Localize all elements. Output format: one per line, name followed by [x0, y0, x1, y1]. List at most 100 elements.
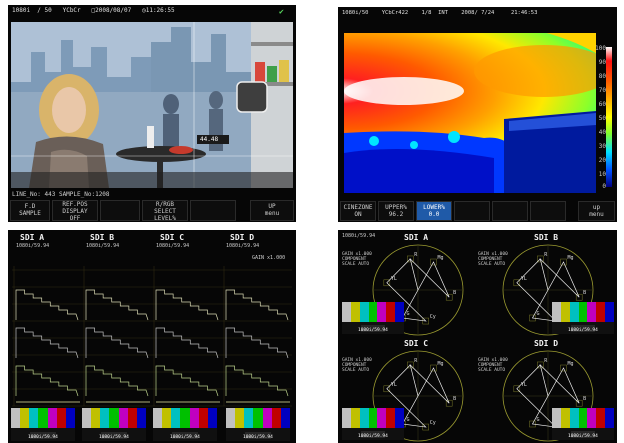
- vector-target-label: Mg: [568, 255, 574, 261]
- bar-caption-c: 1080i/59.94: [170, 435, 200, 440]
- scale-label: 30: [598, 143, 606, 150]
- vec-bar-thumb-d: [552, 408, 615, 440]
- vector-target-label: G: [536, 417, 539, 423]
- p2-status-bar: 1080i/50 YCbCr422 1/8 INT 2008/ 7/24 21:…: [342, 10, 537, 17]
- p2-page: 1/8: [421, 10, 432, 16]
- vector-target-label: Mg: [438, 361, 444, 367]
- signal-ok-icon: ✔: [279, 7, 284, 16]
- softkey-upper-percent[interactable]: UPPER% 96.2: [378, 201, 414, 221]
- softkey-ref-pos[interactable]: REF.POS DISPLAY OFF: [52, 200, 98, 222]
- heatmap-frame: [344, 33, 596, 193]
- bar-caption-a: 1080i/59.94: [28, 435, 58, 440]
- vector-target-label: R: [414, 252, 418, 258]
- sdi-c-format: 1080i/59.94: [156, 243, 190, 249]
- vector-target-label: YL: [521, 276, 527, 282]
- bar-thumb-a: [11, 408, 75, 441]
- vec-bar-thumb-a: [342, 302, 405, 334]
- scale-label: 80: [598, 73, 606, 80]
- scale-label: 100: [595, 45, 606, 52]
- p2-time: 21:46:53: [510, 10, 538, 16]
- scale-labels: 100 90 80 70 60 50 40 30 20 10 0: [592, 45, 606, 191]
- calendar-icon: □: [91, 7, 96, 14]
- bar-caption-d: 1080i/59.94: [243, 435, 273, 440]
- sdi-b-format: 1080i/59.94: [86, 243, 120, 249]
- scale-label: 70: [598, 87, 606, 94]
- vector-target-label: R: [544, 358, 548, 364]
- vector-target-label: Mg: [438, 255, 444, 261]
- vectorscope-traces: RMgBCyGYLRMgBCyGYLRMgBCyGYLRMgBCyGYL: [372, 244, 594, 442]
- video-scene: [11, 22, 293, 188]
- clock-icon: ◷: [142, 7, 146, 14]
- vector-target-label: Mg: [568, 361, 574, 367]
- vector-target-label: G: [406, 311, 409, 317]
- softkey-rgb-select[interactable]: R/RGB SELECT LEVEL%: [142, 200, 188, 222]
- heatmap-scale-bar: [606, 47, 612, 187]
- sdi-a-format: 1080i/59.94: [16, 243, 50, 249]
- cursor-value: 44.48: [200, 136, 219, 143]
- softkey-fd-sample[interactable]: F.D SAMPLE: [10, 200, 50, 221]
- vector-target-label: B: [453, 396, 456, 402]
- scale-label: 0: [602, 183, 606, 190]
- scale-label: 60: [598, 101, 606, 108]
- sdi-a-label: SDI A: [20, 233, 45, 242]
- p2-sampling: YCbCr422: [381, 10, 409, 16]
- softkey-empty-2[interactable]: [190, 200, 236, 221]
- vector-target-label: Cy: [430, 420, 436, 426]
- softkey-empty-c[interactable]: [530, 201, 566, 221]
- sdi-c-label: SDI C: [160, 233, 185, 242]
- bar-thumb-c: [153, 408, 217, 441]
- vec-bar-caption-d: 1080i/59.94: [568, 434, 598, 439]
- vec-bar-caption-b: 1080i/59.94: [568, 328, 598, 333]
- vec-bar-thumb-b: [552, 302, 615, 334]
- p2-mode: INT: [438, 10, 448, 16]
- video-frame: 44.48: [11, 22, 293, 188]
- waveform-traces: [12, 266, 292, 407]
- vector-target-label: YL: [521, 382, 527, 388]
- vec-b-gain: GAIN x1.000 COMPONENT SCALE AUTO: [478, 252, 508, 267]
- vec-bar-thumb-c: [342, 408, 405, 440]
- format-readout: 1080i: [12, 7, 31, 14]
- vector-target-label: B: [583, 290, 586, 296]
- vec-sdi-d-label: SDI D: [534, 339, 559, 348]
- vector-target-label: R: [544, 252, 548, 258]
- vector-target-label: G: [406, 417, 409, 423]
- quad-waveform-panel: SDI A SDI B SDI C SDI D 1080i/59.94 1080…: [8, 230, 296, 443]
- bar-caption-b: 1080i/59.94: [99, 435, 129, 440]
- p2-date: 2008/ 7/24: [461, 10, 495, 16]
- sdi-d-format: 1080i/59.94: [226, 243, 260, 249]
- heatmap-image: [344, 33, 596, 193]
- softkey-empty-b[interactable]: [492, 201, 528, 221]
- vector-target-label: YL: [391, 382, 397, 388]
- sdi-b-label: SDI B: [90, 233, 115, 242]
- vec-a-format: 1080i/59.94: [342, 233, 376, 239]
- date-readout: 2008/08/07: [95, 7, 132, 14]
- vec-a-gain: GAIN x1.000 COMPONENT SCALE AUTO: [342, 252, 372, 267]
- sampling-readout: YCbCr: [62, 7, 81, 14]
- sdi-d-label: SDI D: [230, 233, 255, 242]
- vector-target-label: G: [536, 311, 539, 317]
- softkey-lower-percent[interactable]: LOWER% 0.0: [416, 201, 452, 221]
- gain-note: GAIN x1.000: [252, 255, 286, 261]
- p2-format: 1080i/50: [342, 10, 369, 16]
- vec-sdi-c-label: SDI C: [404, 339, 429, 348]
- softkey-cinezone[interactable]: CINEZONE ON: [340, 201, 376, 221]
- vector-target-label: R: [414, 358, 418, 364]
- rate-readout: 50: [44, 7, 52, 14]
- vec-sdi-a-label: SDI A: [404, 233, 429, 242]
- softkey-up-menu[interactable]: UP menu: [250, 200, 294, 221]
- cinezone-panel: 1080i/50 YCbCr422 1/8 INT 2008/ 7/24 21:…: [338, 7, 617, 222]
- picture-display-panel: 1080i / 50 YCbCr □2008/08/07 ◷11:26:55 ✔: [8, 5, 296, 222]
- scale-label: 10: [598, 171, 606, 178]
- softkey-empty-1[interactable]: [100, 200, 140, 221]
- vector-target-label: Cy: [430, 314, 436, 320]
- vec-bar-caption-a: 1080i/59.94: [358, 328, 388, 333]
- vector-target-label: B: [453, 290, 456, 296]
- softkey-empty-a[interactable]: [454, 201, 490, 221]
- vec-bar-caption-c: 1080i/59.94: [358, 434, 388, 439]
- vector-target-label: YL: [391, 276, 397, 282]
- scale-label: 40: [598, 129, 606, 136]
- vec-d-gain: GAIN x1.000 COMPONENT SCALE AUTO: [478, 358, 508, 373]
- scale-label: 20: [598, 157, 606, 164]
- softkey-up-menu-2[interactable]: up menu: [578, 201, 615, 221]
- bar-thumb-b: [82, 408, 146, 441]
